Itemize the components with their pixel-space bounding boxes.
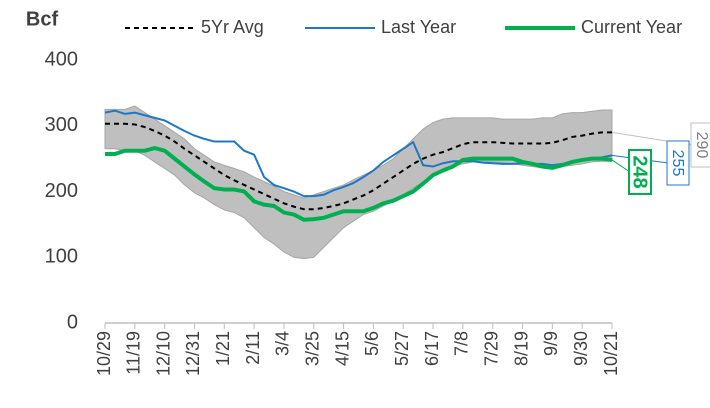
x-tick-label: 4/15 [332, 331, 352, 366]
x-tick-label: 6/17 [422, 331, 442, 366]
end-label-text: 255 [669, 150, 686, 177]
end-label-text: 248 [629, 155, 651, 188]
x-tick-label: 10/21 [601, 331, 621, 376]
x-tick-label: 7/8 [452, 331, 472, 356]
x-tick-label: 3/4 [273, 331, 293, 356]
y-tick-label: 0 [67, 311, 78, 333]
x-tick-label: 5/27 [392, 331, 412, 366]
x-tick-label: 8/19 [511, 331, 531, 366]
end-label: 248 [628, 149, 652, 195]
legend-label: Current Year [581, 17, 682, 37]
x-tick-label: 1/21 [213, 331, 233, 366]
y-tick-label: 300 [45, 114, 78, 136]
y-tick-label: 100 [45, 246, 78, 268]
end-label: 255 [666, 140, 690, 186]
x-tick-label: 9/30 [571, 331, 591, 366]
range-band [104, 105, 613, 260]
legend-label: 5Yr Avg [201, 17, 264, 37]
x-tick-label: 12/10 [153, 331, 173, 376]
end-label-text: 290 [693, 132, 710, 159]
x-tick-label: 9/9 [541, 331, 561, 356]
end-label-box [666, 140, 690, 186]
y-axis-label: Bcf [26, 8, 59, 30]
end-label: 290 [690, 122, 710, 168]
x-tick-label: 3/25 [303, 331, 323, 366]
end-label-box [628, 149, 652, 195]
line-series [105, 122, 612, 211]
line-series [105, 146, 613, 222]
end-label-box [690, 122, 710, 168]
legend-label: Last Year [381, 17, 456, 37]
y-tick-label: 200 [45, 180, 78, 202]
x-tick-label: 5/6 [362, 331, 382, 356]
x-tick-label: 2/11 [243, 331, 263, 365]
x-tick-label: 11/19 [124, 331, 144, 375]
x-tick-label: 10/29 [94, 331, 114, 376]
y-tick-label: 400 [45, 48, 78, 70]
x-tick-label: 12/31 [183, 331, 203, 376]
leader-line [611, 159, 631, 173]
x-tick-label: 7/29 [481, 331, 501, 366]
